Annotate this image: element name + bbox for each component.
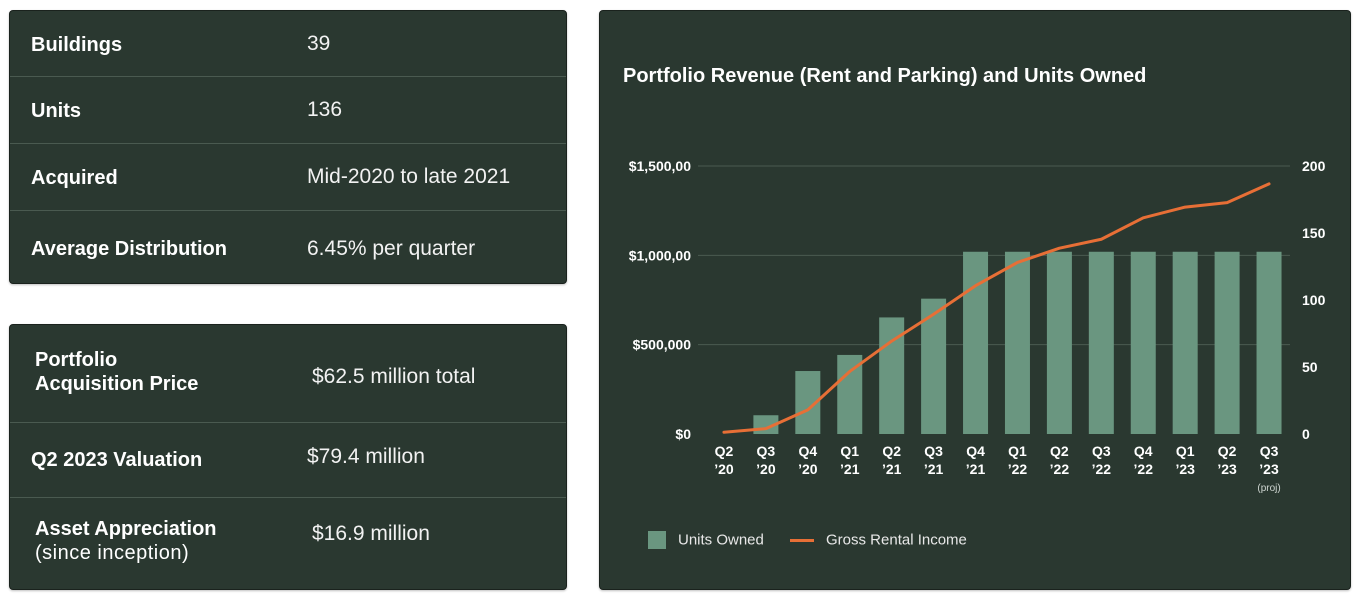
revenue-units-chart: $0 $500,000 $1,000,00 $1,500,00 0 50 100 150 200…	[629, 158, 1326, 494]
bar-units-owned	[1172, 251, 1198, 434]
legend-bar-swatch	[648, 531, 666, 550]
y-right-tick-label: 200	[1302, 158, 1326, 174]
stat-value: $16.9 million	[312, 522, 430, 545]
bar-units-owned	[1046, 251, 1072, 434]
x-tick-label: Q3	[757, 443, 776, 459]
stat-label: Q2 2023 Valuation	[31, 449, 203, 471]
y-right-tick-label: 0	[1302, 426, 1310, 442]
stat-row-acquired: Acquired Mid-2020 to late 2021	[10, 144, 566, 211]
x-tick-label: ’23	[1217, 461, 1237, 477]
stat-label: Asset Appreciation (since inception)	[35, 517, 285, 565]
stat-row-acquisition-price: Portfolio Acquisition Price $62.5 millio…	[10, 325, 566, 423]
stat-value: 136	[307, 98, 343, 121]
x-tick-note: (proj)	[1257, 483, 1280, 494]
x-tick-label: Q4	[1134, 443, 1153, 459]
legend-line-swatch	[790, 538, 814, 542]
x-tick-label: Q2	[1050, 443, 1069, 459]
x-tick-label: ’22	[1050, 461, 1070, 477]
bar-units-owned	[1256, 251, 1282, 434]
x-tick-label: ’21	[966, 461, 986, 477]
stat-row-valuation: Q2 2023 Valuation $79.4 million	[10, 423, 566, 498]
x-tick-label: Q3	[1092, 443, 1111, 459]
x-tick-label: Q1	[1008, 443, 1027, 459]
bar-units-owned	[837, 354, 863, 434]
bar-units-owned	[1130, 251, 1156, 434]
legend-item-units-owned: Units Owned	[648, 531, 764, 550]
stat-row-buildings: Buildings 39	[10, 11, 566, 77]
x-tick-label: Q4	[798, 443, 817, 459]
x-tick-label: ’20	[756, 461, 776, 477]
bar-units-owned	[963, 251, 989, 434]
chart-title: Portfolio Revenue (Rent and Parking) and…	[623, 65, 1147, 87]
x-tick-label: Q2	[715, 443, 734, 459]
stat-label-line: Portfolio	[35, 349, 118, 371]
y-left-tick-label: $1,000,00	[629, 247, 691, 263]
stat-row-average-distribution: Average Distribution 6.45% per quarter	[10, 211, 566, 283]
x-tick-label: ’22	[1092, 461, 1112, 477]
x-tick-label: Q4	[966, 443, 985, 459]
stat-value: 6.45% per quarter	[307, 237, 476, 260]
x-tick-label: ’21	[924, 461, 944, 477]
stat-label-line: (since inception)	[35, 542, 190, 564]
x-tick-label: ’22	[1008, 461, 1028, 477]
bar-units-owned	[1088, 251, 1114, 434]
legend-item-gross-rental-income: Gross Rental Income	[790, 531, 967, 549]
stat-label: Portfolio Acquisition Price	[35, 348, 285, 396]
stat-value: 39	[307, 32, 331, 55]
x-tick-label: Q1	[840, 443, 859, 459]
portfolio-stats-panel: Buildings 39 Units 136 Acquired Mid-2020…	[9, 10, 567, 284]
stat-label: Acquired	[31, 167, 118, 189]
y-left-tick-label: $0	[675, 426, 691, 442]
stat-row-units: Units 136	[10, 77, 566, 144]
x-tick-label: Q3	[924, 443, 943, 459]
stat-label: Average Distribution	[31, 238, 227, 260]
x-tick-label: ’20	[714, 461, 734, 477]
legend-label: Gross Rental Income	[826, 531, 967, 549]
x-tick-label: Q1	[1176, 443, 1195, 459]
x-tick-label: Q3	[1260, 443, 1279, 459]
x-tick-label: ’21	[882, 461, 902, 477]
x-tick-label: ’22	[1134, 461, 1154, 477]
stat-value: $62.5 million total	[312, 365, 476, 388]
bar-units-owned	[1004, 251, 1030, 434]
y-left-tick-label: $500,000	[633, 337, 692, 353]
x-tick-label: ’21	[840, 461, 860, 477]
y-right-tick-label: 50	[1302, 359, 1318, 375]
x-tick-label: ’23	[1259, 461, 1279, 477]
x-tick-label: ’23	[1175, 461, 1195, 477]
stat-value: $79.4 million	[307, 445, 425, 468]
stat-label: Buildings	[31, 34, 123, 56]
x-tick-label: Q2	[882, 443, 901, 459]
x-tick-label: Q2	[1218, 443, 1237, 459]
valuation-stats-panel: Portfolio Acquisition Price $62.5 millio…	[9, 324, 567, 590]
stat-label: Units	[31, 100, 81, 122]
bar-units-owned	[1214, 251, 1240, 434]
stat-value: Mid-2020 to late 2021	[307, 165, 511, 188]
stat-label-line: Asset Appreciation	[35, 518, 217, 540]
stat-label-line: Acquisition Price	[35, 373, 199, 395]
x-tick-label: ’20	[798, 461, 818, 477]
legend-label: Units Owned	[678, 531, 764, 549]
y-left-tick-label: $1,500,00	[629, 158, 691, 174]
stat-row-asset-appreciation: Asset Appreciation (since inception) $16…	[10, 498, 566, 590]
y-right-tick-label: 100	[1302, 292, 1326, 308]
line-gross-rental-income	[722, 182, 1271, 434]
y-right-tick-label: 150	[1302, 225, 1326, 241]
revenue-chart-panel: Portfolio Revenue (Rent and Parking) and…	[599, 10, 1351, 590]
